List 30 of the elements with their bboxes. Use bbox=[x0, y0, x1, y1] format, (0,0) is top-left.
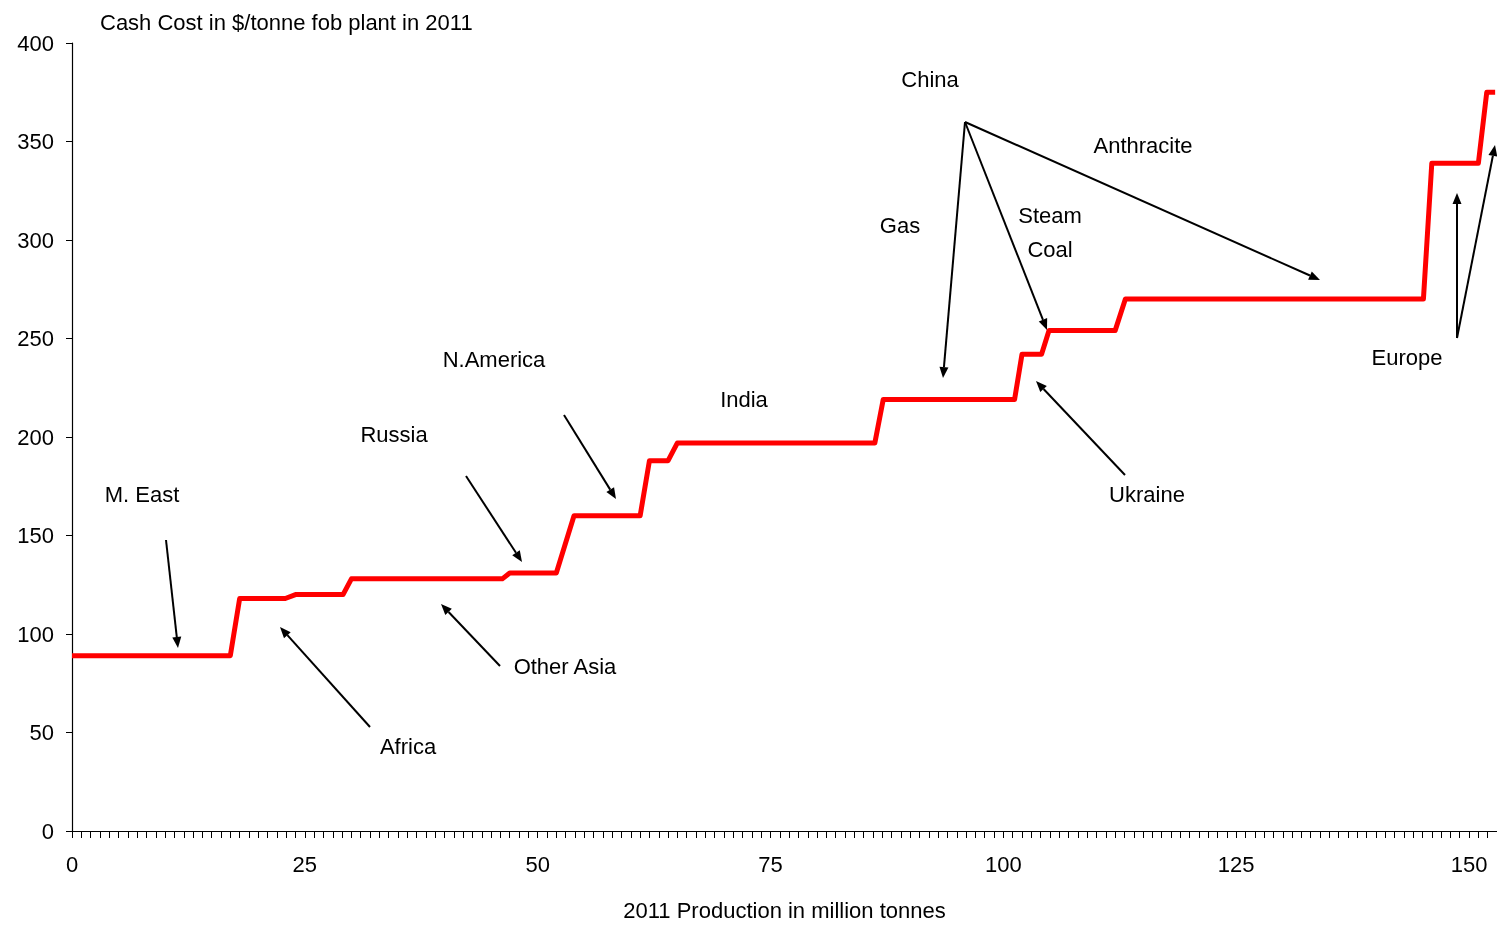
x-tick-label: 50 bbox=[525, 851, 550, 877]
annotation: Steam Coal bbox=[1018, 202, 1082, 262]
x-tick-label: 75 bbox=[758, 851, 783, 877]
annotation: Gas bbox=[879, 212, 921, 238]
annotation: Anthracite bbox=[1093, 132, 1193, 158]
y-tick-label: 200 bbox=[17, 424, 54, 450]
annotation: China bbox=[901, 66, 960, 92]
y-tick-label: 400 bbox=[17, 30, 54, 56]
annotation: India bbox=[720, 386, 769, 412]
annotation: Europe bbox=[1371, 344, 1443, 370]
y-tick-label: 100 bbox=[17, 621, 54, 647]
x-tick-label: 25 bbox=[292, 851, 318, 877]
annotation: Other Asia bbox=[513, 653, 618, 679]
annotation: N.America bbox=[442, 346, 547, 372]
x-tick-label: 150 bbox=[1450, 851, 1488, 877]
y-tick-label: 300 bbox=[17, 227, 54, 253]
annotation: M. East bbox=[104, 481, 180, 507]
y-tick-label: 50 bbox=[29, 720, 54, 745]
y-tick-label: 150 bbox=[17, 523, 54, 548]
y-axis-title: Cash Cost in $/tonne fob plant in 2011 bbox=[100, 9, 473, 35]
annotation: Russia bbox=[360, 421, 429, 447]
x-tick-label: 0 bbox=[65, 851, 79, 877]
y-tick-label: 250 bbox=[17, 326, 54, 351]
y-tick-label: 0 bbox=[41, 818, 54, 844]
annotation: Africa bbox=[379, 733, 437, 759]
x-tick-label: 125 bbox=[1217, 851, 1255, 877]
y-tick-label: 350 bbox=[17, 129, 54, 154]
x-axis-title: 2011 Production in million tonnes bbox=[623, 897, 946, 923]
x-tick-label: 100 bbox=[985, 851, 1022, 877]
annotation: Ukraine bbox=[1109, 481, 1185, 507]
